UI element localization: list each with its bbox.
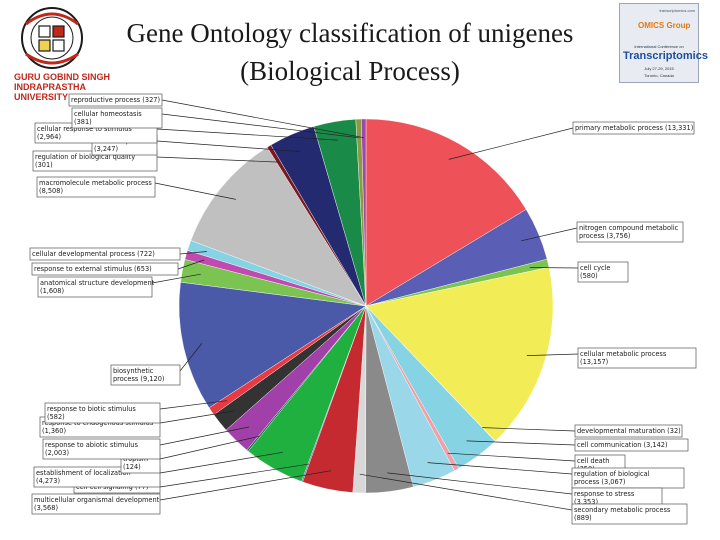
slice-label-box bbox=[31, 493, 161, 515]
slide-title: Gene Ontology classification of unigenes… bbox=[100, 14, 600, 90]
slice-label-box bbox=[37, 276, 153, 298]
slice-label-box bbox=[71, 107, 163, 129]
leader-line bbox=[159, 410, 235, 424]
leader-line bbox=[448, 127, 574, 160]
leader-line bbox=[161, 113, 360, 139]
leader-line bbox=[159, 451, 283, 474]
slice-label: cell communication (3,142) bbox=[577, 441, 668, 449]
slice-label: response to abiotic stimulus (2,003) bbox=[45, 441, 138, 457]
slice-label: macromolecule metabolic process (8,508) bbox=[39, 179, 152, 195]
university-emblem-icon bbox=[21, 7, 83, 69]
leader-line bbox=[179, 343, 203, 372]
slice-labels: primary metabolic process (13,331) nitrog… bbox=[29, 93, 697, 525]
university-name-line: UNIVERSITY bbox=[14, 92, 69, 102]
slice-label: cellular homeostasis (381) bbox=[74, 110, 142, 126]
slice-label-box bbox=[576, 221, 684, 243]
pie-slices bbox=[178, 118, 554, 494]
leader-line bbox=[154, 182, 236, 200]
leader-line bbox=[159, 426, 250, 446]
conference-name: Transcriptomics bbox=[623, 50, 708, 62]
university-name: GURU GOBIND SINGH INDRAPRASTHA UNIVERSIT… bbox=[14, 72, 110, 102]
slice-label: response to stress (3,353) bbox=[574, 490, 635, 506]
conference-line1: International Conference on bbox=[634, 44, 684, 49]
slide-title-line2: (Biological Process) bbox=[240, 56, 460, 86]
slice-label: biosynthetic process (9,120) bbox=[113, 367, 164, 383]
conference-logo: transcriptomics.com OMICS Group Internat… bbox=[619, 3, 708, 83]
slide-title-line1: Gene Ontology classification of unigenes bbox=[126, 18, 574, 48]
leader-line bbox=[179, 251, 207, 255]
slice-label: regulation of biological quality (301) bbox=[35, 153, 135, 169]
leader-line bbox=[156, 156, 279, 163]
slice-label-box bbox=[572, 121, 695, 135]
leader-line bbox=[156, 140, 300, 152]
slice-label: cellular developmental process (722) bbox=[32, 250, 155, 258]
conference-dates: July 27-29, 2015 bbox=[644, 66, 674, 71]
slice-label: anatomical structure development (1,608) bbox=[40, 279, 155, 295]
slice-label-box bbox=[42, 438, 161, 460]
conference-location: Toronto, Canada bbox=[644, 73, 674, 78]
leader-line bbox=[177, 259, 205, 270]
leader-line bbox=[359, 473, 573, 511]
slice-label: cellular response to stimulus (2,964) bbox=[37, 125, 132, 141]
leader-line bbox=[447, 452, 576, 462]
slice-label-box bbox=[574, 438, 689, 452]
slice-label: multicellular organismal development (3,5… bbox=[34, 496, 160, 512]
leader-line bbox=[387, 472, 573, 495]
slice-label-box bbox=[29, 247, 181, 261]
pie-slice bbox=[190, 146, 367, 307]
slice-label-box bbox=[68, 93, 163, 107]
slice-label: primary metabolic process (13,331) bbox=[575, 124, 693, 132]
leader-line bbox=[159, 400, 227, 410]
leader-line bbox=[482, 427, 576, 432]
slice-label: regulation of biological process (3,067) bbox=[574, 470, 650, 486]
leader-line bbox=[161, 99, 364, 139]
slice-label: response to biotic stimulus (582) bbox=[47, 405, 136, 421]
slice-label-box bbox=[31, 262, 179, 276]
pie-slice bbox=[178, 281, 367, 409]
slice-label: developmental maturation (32) bbox=[577, 427, 681, 435]
leader-line bbox=[427, 462, 573, 475]
slice-label: establishment of localization (4,273) bbox=[36, 469, 131, 485]
leader-line bbox=[526, 353, 579, 356]
leader-line bbox=[529, 267, 579, 269]
slice-label: cellular metabolic process (13,157) bbox=[580, 350, 667, 366]
slice-label: reproductive process (327) bbox=[71, 96, 160, 104]
university-name-line: INDRAPRASTHA bbox=[14, 82, 86, 92]
university-name-line: GURU GOBIND SINGH bbox=[14, 72, 111, 82]
leader-line bbox=[466, 440, 576, 446]
slice-label-box bbox=[110, 364, 181, 386]
leader-line bbox=[151, 273, 201, 284]
slice-label: cell cycle (580) bbox=[580, 264, 610, 280]
slice-label-box bbox=[574, 424, 683, 438]
slice-label-box bbox=[44, 402, 161, 424]
leader-line bbox=[521, 227, 578, 242]
leader-lines bbox=[151, 99, 579, 511]
leader-line bbox=[159, 463, 309, 488]
leader-line bbox=[156, 128, 338, 141]
university-logo: GURU GOBIND SINGH INDRAPRASTHA UNIVERSIT… bbox=[6, 4, 110, 102]
leader-line bbox=[159, 435, 260, 460]
conference-brand: OMICS Group bbox=[638, 21, 691, 30]
pie-slice bbox=[365, 118, 527, 307]
slice-label: nitrogen compound metabolic process (3,75… bbox=[579, 224, 679, 240]
slice-label-box bbox=[577, 261, 629, 283]
slice-label: secondary metabolic process (889) bbox=[574, 506, 671, 522]
conference-site: transcriptomics.com bbox=[659, 8, 695, 13]
pie-slice bbox=[361, 118, 367, 307]
slice-label: response to external stimulus (653) bbox=[34, 265, 152, 273]
slice-label-box bbox=[36, 176, 156, 198]
leader-line bbox=[159, 470, 332, 501]
slice-label-box bbox=[577, 347, 697, 369]
slice-label-box bbox=[571, 503, 688, 525]
